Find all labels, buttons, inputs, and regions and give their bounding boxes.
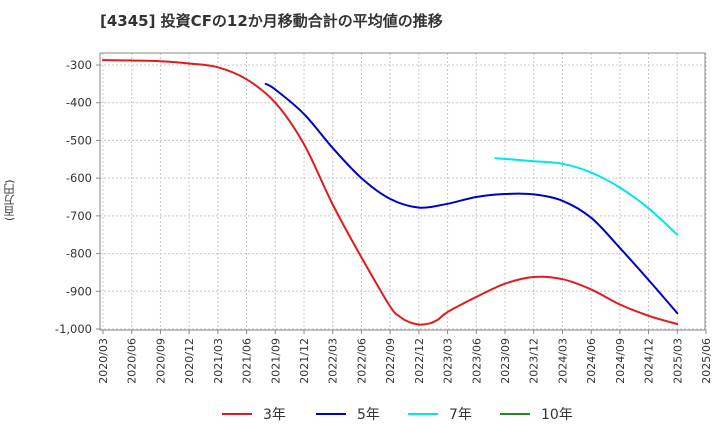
y-tick-label: -700 bbox=[66, 209, 92, 223]
x-tick-label: 2024/09 bbox=[614, 338, 627, 384]
x-tick-label: 2021/12 bbox=[298, 338, 311, 384]
y-tick-label: -300 bbox=[66, 58, 92, 72]
x-tick-label: 2020/09 bbox=[154, 338, 167, 384]
x-tick-label: 2022/06 bbox=[355, 338, 368, 384]
x-tick-label: 2020/03 bbox=[97, 338, 110, 384]
x-tick-label: 2022/03 bbox=[327, 338, 340, 384]
series-line-7年 bbox=[494, 157, 679, 236]
series-line-3年 bbox=[102, 59, 679, 326]
x-tick-label: 2020/12 bbox=[183, 338, 196, 384]
x-tick-label: 2024/03 bbox=[556, 338, 569, 384]
x-tick-label: 2021/06 bbox=[241, 338, 254, 384]
legend: 3年 5年 7年 10年 bbox=[222, 407, 573, 423]
x-axis-ticks: 2020/03 2020/06 2020/09 2020/12 2021/03 2021/… bbox=[97, 330, 713, 384]
x-tick-label: 2020/06 bbox=[126, 338, 139, 384]
x-tick-label: 2024/06 bbox=[585, 338, 598, 384]
x-tick-label: 2023/12 bbox=[528, 338, 541, 384]
x-tick-label: 2023/09 bbox=[499, 338, 512, 384]
chart-title: [4345] 投資CFの12か月移動合計の平均値の推移 bbox=[100, 12, 443, 30]
y-tick-label: -600 bbox=[66, 171, 92, 185]
x-tick-label: 2024/12 bbox=[643, 338, 656, 384]
x-tick-label: 2025/03 bbox=[671, 338, 684, 384]
x-tick-label: 2022/09 bbox=[384, 338, 397, 384]
legend-label: 5年 bbox=[357, 407, 380, 423]
x-tick-label: 2021/03 bbox=[212, 338, 225, 384]
grid bbox=[100, 53, 707, 330]
y-tick-label: -900 bbox=[66, 284, 92, 298]
series-lines bbox=[102, 59, 679, 326]
y-tick-label: -1,000 bbox=[55, 322, 92, 336]
x-tick-label: 2021/09 bbox=[269, 338, 282, 384]
y-tick-label: -400 bbox=[66, 96, 92, 110]
legend-label: 3年 bbox=[263, 407, 286, 423]
x-tick-label: 2023/03 bbox=[442, 338, 455, 384]
legend-label: 7年 bbox=[449, 407, 472, 423]
x-tick-label: 2022/12 bbox=[413, 338, 426, 384]
x-tick-label: 2023/06 bbox=[470, 338, 483, 384]
y-tick-label: -500 bbox=[66, 133, 92, 147]
legend-label: 10年 bbox=[541, 407, 573, 423]
y-axis-ticks: -300 -400 -500 -600 -700 -800 -900 -1,000 bbox=[55, 58, 100, 336]
series-line-5年 bbox=[264, 82, 679, 315]
x-tick-label: 2025/06 bbox=[700, 338, 713, 384]
y-tick-label: -800 bbox=[66, 247, 92, 261]
plot-area bbox=[99, 52, 706, 331]
